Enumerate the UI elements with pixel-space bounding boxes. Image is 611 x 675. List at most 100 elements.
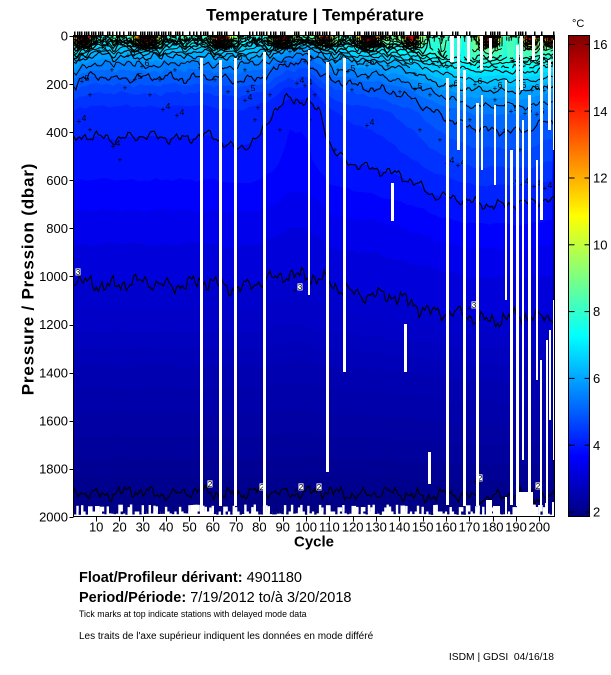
svg-text:6: 6 <box>238 52 243 62</box>
svg-text:6: 6 <box>145 58 150 68</box>
svg-text:30: 30 <box>136 520 150 535</box>
svg-text:+: + <box>243 66 248 75</box>
svg-text:7: 7 <box>529 54 534 64</box>
svg-text:4: 4 <box>248 92 253 102</box>
svg-text:16: 16 <box>593 37 607 52</box>
svg-text:6: 6 <box>131 47 136 57</box>
svg-text:12: 12 <box>593 171 607 186</box>
svg-text:+: + <box>255 486 260 495</box>
svg-text:+: + <box>493 84 498 93</box>
svg-text:1200: 1200 <box>39 317 68 332</box>
svg-text:7: 7 <box>328 51 333 61</box>
svg-text:6: 6 <box>308 53 313 63</box>
svg-text:+: + <box>71 271 76 280</box>
svg-text:+: + <box>133 75 138 84</box>
svg-text:+: + <box>449 82 454 91</box>
svg-text:170: 170 <box>458 520 480 535</box>
svg-text:60: 60 <box>206 520 220 535</box>
svg-text:+: + <box>535 110 540 119</box>
svg-text:+: + <box>532 182 537 191</box>
svg-text:Temperature | Température: Temperature | Température <box>206 6 424 25</box>
svg-text:7: 7 <box>444 57 449 67</box>
svg-text:+: + <box>418 126 423 135</box>
svg-text:3: 3 <box>76 267 81 277</box>
svg-text:5: 5 <box>418 81 423 91</box>
svg-text:+: + <box>88 126 93 135</box>
svg-text:+: + <box>312 486 317 495</box>
svg-text:120: 120 <box>342 520 364 535</box>
svg-text:2: 2 <box>536 481 541 491</box>
svg-text:4: 4 <box>300 75 305 85</box>
svg-text:+: + <box>303 81 308 90</box>
svg-text:+: + <box>313 91 318 100</box>
svg-text:2: 2 <box>593 505 600 520</box>
svg-text:+: + <box>97 46 102 55</box>
svg-text:7: 7 <box>517 53 522 63</box>
svg-text:130: 130 <box>365 520 387 535</box>
svg-text:200: 200 <box>46 77 68 92</box>
svg-text:1400: 1400 <box>39 365 68 380</box>
svg-text:6: 6 <box>593 371 600 386</box>
svg-text:+: + <box>295 79 300 88</box>
svg-text:+: + <box>308 116 313 125</box>
svg-text:+: + <box>111 142 116 151</box>
svg-text:Pressure / Pression (dbar): Pressure / Pression (dbar) <box>19 163 38 395</box>
svg-text:+: + <box>509 107 514 116</box>
svg-text:+: + <box>333 146 338 155</box>
svg-text:+: + <box>350 86 355 95</box>
svg-text:+: + <box>468 116 473 125</box>
svg-text:8: 8 <box>593 304 600 319</box>
svg-text:+: + <box>118 156 123 165</box>
svg-text:Les traits de l'axe supérieur: Les traits de l'axe supérieur indiquent … <box>79 631 374 642</box>
svg-text:5: 5 <box>138 71 143 81</box>
svg-text:1800: 1800 <box>39 462 68 477</box>
svg-text:+: + <box>431 59 436 68</box>
svg-text:180: 180 <box>482 520 504 535</box>
svg-text:+: + <box>333 56 338 65</box>
svg-text:6: 6 <box>478 76 483 86</box>
svg-text:150: 150 <box>412 520 434 535</box>
svg-text:+: + <box>517 84 522 93</box>
svg-text:+: + <box>398 88 403 97</box>
svg-text:2: 2 <box>317 482 322 492</box>
svg-text:+: + <box>456 161 461 170</box>
svg-text:0: 0 <box>61 29 68 44</box>
svg-text:+: + <box>161 105 166 114</box>
svg-text:4: 4 <box>593 438 600 453</box>
svg-text:7: 7 <box>450 59 455 69</box>
svg-text:80: 80 <box>252 520 266 535</box>
svg-text:3: 3 <box>472 300 477 310</box>
svg-text:+: + <box>366 74 371 83</box>
svg-text:7: 7 <box>541 55 546 65</box>
svg-text:+: + <box>512 57 517 66</box>
svg-text:4: 4 <box>166 101 171 111</box>
svg-text:+: + <box>293 286 298 295</box>
svg-text:2: 2 <box>208 479 213 489</box>
svg-text:+: + <box>226 88 231 97</box>
svg-text:+: + <box>524 58 529 67</box>
svg-text:+: + <box>278 126 283 135</box>
svg-text:+: + <box>536 59 541 68</box>
svg-text:+: + <box>531 485 536 494</box>
svg-text:+: + <box>543 184 548 193</box>
svg-text:6: 6 <box>454 78 459 88</box>
svg-text:+: + <box>88 91 93 100</box>
svg-text:+: + <box>473 80 478 89</box>
svg-text:7: 7 <box>338 52 343 62</box>
svg-text:+: + <box>413 85 418 94</box>
svg-text:+: + <box>246 87 251 96</box>
svg-text:190: 190 <box>505 520 527 535</box>
svg-text:+: + <box>346 67 351 76</box>
svg-text:2: 2 <box>478 473 483 483</box>
svg-text:4: 4 <box>308 77 313 87</box>
svg-text:4: 4 <box>370 117 375 127</box>
svg-text:+: + <box>78 56 83 65</box>
svg-text:+: + <box>158 76 163 85</box>
svg-text:+: + <box>445 63 450 72</box>
svg-text:5: 5 <box>251 83 256 93</box>
svg-text:°C: °C <box>572 18 584 30</box>
svg-text:5: 5 <box>351 63 356 73</box>
svg-text:6: 6 <box>370 57 375 67</box>
svg-text:+: + <box>493 96 498 105</box>
svg-text:7: 7 <box>316 50 321 60</box>
